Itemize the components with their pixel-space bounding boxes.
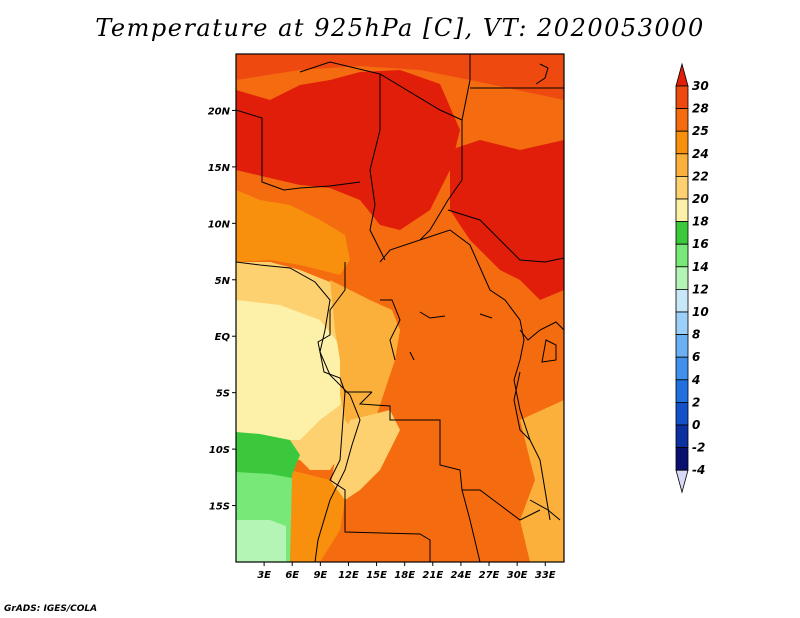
lon-tick-label: 33E (535, 570, 556, 581)
colorbar-label: 18 (692, 215, 709, 229)
colorbar-swatch (675, 266, 689, 290)
field-angola-yellow (330, 410, 400, 500)
colorbar-label: 6 (692, 350, 700, 364)
colorbar-swatch (675, 334, 689, 358)
colorbar-swatch (675, 243, 689, 268)
border-niger-chad (299, 61, 386, 261)
border-zambia-zim (461, 489, 481, 562)
border-cameroon-gabon (317, 262, 372, 393)
lon-tick-label: 21E (422, 570, 443, 581)
field-ocean-palegreen (236, 520, 286, 562)
field-sudan-core (450, 140, 564, 300)
colorbar-top-arrow (675, 62, 689, 87)
colorbar-swatch (675, 311, 689, 336)
colorbar-swatch (675, 288, 689, 313)
colorbar-swatch (675, 221, 689, 245)
field-westcoast-gold (236, 190, 350, 275)
field-gabon-amber (330, 280, 400, 440)
border-drc-angola-zambia (358, 391, 541, 521)
lake-malawi (529, 499, 561, 521)
coastline-west (236, 261, 361, 562)
colorbar-swatch (675, 153, 689, 177)
lon-tick-label: 27E (479, 570, 500, 581)
field-namibia-gold (286, 470, 345, 562)
lon-tick-label: 15E (366, 570, 387, 581)
border-east-lakes (513, 379, 551, 521)
colorbar-label: 12 (692, 282, 709, 296)
border-car-drc (419, 229, 525, 381)
border-angola-namibia (329, 391, 431, 562)
colorbar-swatch (675, 130, 689, 155)
field-ocean-pale (236, 300, 345, 440)
lon-tick-label: 18E (394, 570, 415, 581)
nile-delta (535, 63, 549, 85)
lake-tanganyika (513, 371, 531, 441)
colorbar-label: 20 (692, 192, 709, 206)
lat-tick-label: 5N (215, 276, 231, 287)
lat-tick-label: 5S (216, 389, 230, 400)
colorbar-label: 24 (692, 147, 709, 161)
temperature-field (236, 54, 564, 562)
colorbar-label: 25 (692, 124, 709, 138)
colorbar-swatch (675, 356, 689, 381)
colorbar-label: 16 (692, 237, 709, 251)
lon-tick-label: 12E (338, 570, 359, 581)
field-sahel-core (236, 70, 460, 230)
border-sudan-south (447, 209, 564, 263)
rivers-congo (409, 311, 493, 361)
lat-tick-label: 15S (209, 502, 230, 513)
colorbar-bottom-arrow (675, 469, 689, 494)
border-chad-sudan (379, 73, 463, 263)
credit-label: GrADS: IGES/COLA (4, 604, 98, 614)
colorbar-swatch (675, 424, 689, 449)
map-frame (235, 53, 565, 563)
lon-tick-label: 9E (313, 570, 327, 581)
border-west-africa (236, 109, 361, 191)
lat-tick-label: 20N (208, 106, 231, 117)
colorbar-label: 0 (692, 418, 700, 432)
colorbar-label: 8 (692, 328, 700, 342)
colorbar-swatch (675, 175, 689, 200)
lat-tick-label: 15N (208, 163, 231, 174)
border-libya-egypt (461, 54, 471, 121)
colorbar-swatch (675, 198, 689, 223)
lon-tick-label: 24E (451, 570, 472, 581)
colorbar-label: 10 (692, 305, 709, 319)
colorbar-swatch (675, 108, 689, 132)
lon-tick-label: 30E (507, 570, 528, 581)
lat-tick-label: 10S (209, 445, 230, 456)
colorbar-swatch (675, 447, 689, 471)
colorbar-label: 14 (692, 260, 709, 274)
lat-tick-label: EQ (215, 332, 231, 343)
axis-ticks: 20N 15N 10N 5N EQ 5S 10S 15S 3E 6E 9E 12E 15E 18E 21E 2… (208, 106, 556, 581)
colorbar-swatch (675, 401, 689, 426)
colorbar-label: 22 (692, 169, 709, 183)
chart-title: Temperature at 925hPa [C], VT: 202005300… (95, 14, 705, 42)
lon-tick-label: 6E (285, 570, 299, 581)
colorbar-label: -2 (692, 441, 705, 455)
country-borders (236, 54, 564, 562)
colorbar-swatch (675, 379, 689, 403)
lake-victoria (541, 339, 557, 363)
colorbar-label: 4 (691, 373, 700, 387)
colorbar-label: 28 (692, 102, 709, 116)
lon-tick-label: 3E (257, 570, 271, 581)
colorbar-label: 30 (692, 79, 709, 93)
colorbar-label: -4 (692, 463, 705, 477)
lat-tick-label: 10N (208, 219, 231, 230)
colorbar-swatch (675, 85, 689, 110)
field-east-amber (520, 400, 564, 562)
colorbar-label: 2 (692, 395, 700, 409)
border-uganda-kenya (519, 321, 564, 341)
border-congo (380, 299, 401, 361)
